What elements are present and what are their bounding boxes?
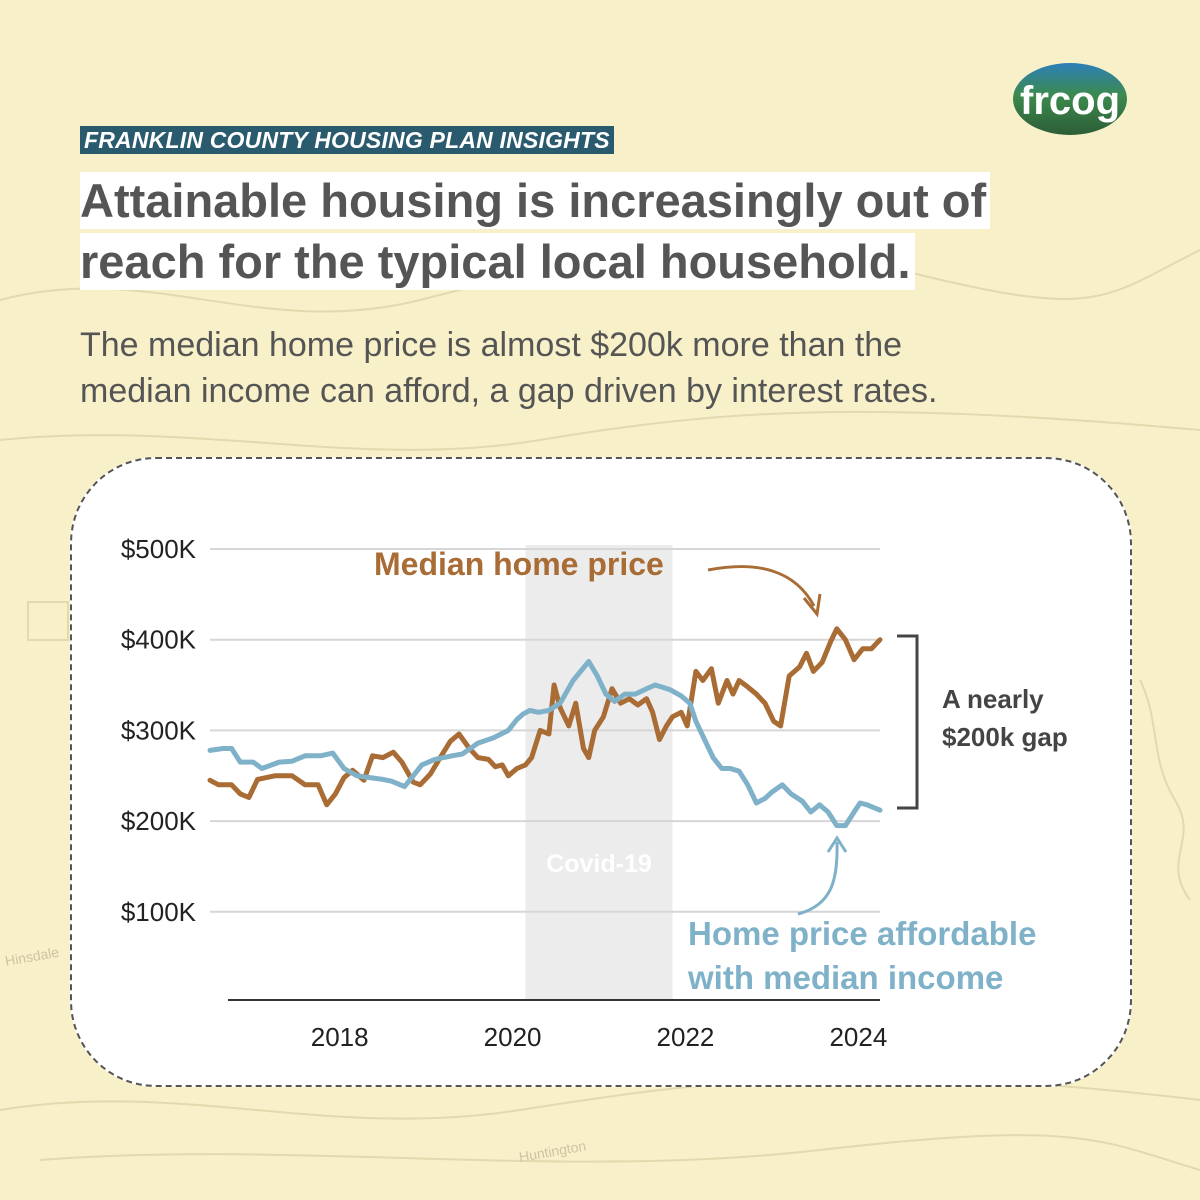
gap-annotation-line-2: $200k gap	[942, 722, 1068, 752]
gap-bracket	[897, 634, 919, 810]
kicker-label: FRANKLIN COUNTY HOUSING PLAN INSIGHTS	[80, 126, 614, 154]
y-tick-label: $400K	[121, 625, 197, 655]
x-tick-label: 2020	[484, 1022, 542, 1052]
affordable-annotation-line-1: Home price affordable	[688, 915, 1036, 952]
x-axis: 2018 2020 2022 2024	[311, 1022, 888, 1052]
gap-annotation-line-1: A nearly	[942, 684, 1044, 714]
frcog-logo: frcog	[1013, 63, 1127, 135]
y-tick-label: $100K	[121, 897, 197, 927]
subhead-line-2: median income can afford, a gap driven b…	[80, 372, 938, 410]
headline-line-2: reach for the typical local household.	[80, 233, 915, 290]
y-tick-label: $500K	[121, 534, 197, 564]
map-parcel	[27, 601, 69, 641]
headline: Attainable housing is increasingly out o…	[80, 170, 1080, 292]
series-lines	[207, 626, 883, 829]
x-tick-label: 2018	[311, 1022, 369, 1052]
logo-text: frcog	[1020, 79, 1120, 123]
y-tick-label: $300K	[121, 715, 197, 745]
map-contour	[39, 1134, 1200, 1171]
median-price-annotation: Median home price	[374, 546, 664, 582]
median-price-arrow	[707, 565, 816, 607]
y-axis: $100K $200K $300K $400K $500K	[121, 534, 197, 927]
x-tick-label: 2022	[657, 1022, 715, 1052]
headline-line-1: Attainable housing is increasingly out o…	[80, 172, 991, 229]
x-tick-label: 2024	[829, 1022, 887, 1052]
median-price-line	[207, 626, 883, 808]
affordable-annotation-line-2: with median income	[687, 959, 1003, 996]
map-river	[1139, 679, 1191, 901]
affordable-price-line	[207, 659, 883, 829]
subhead-line-1: The median home price is almost $200k mo…	[80, 326, 903, 364]
map-contour	[0, 410, 1200, 451]
covid-band	[525, 545, 673, 1000]
affordable-arrowhead-icon	[826, 835, 848, 853]
affordable-arrow	[797, 841, 839, 916]
subheadline: The median home price is almost $200k mo…	[80, 322, 1140, 414]
covid-label: Covid-19	[546, 850, 652, 878]
y-tick-label: $200K	[121, 806, 197, 836]
median-price-arrowhead-icon	[802, 593, 822, 618]
